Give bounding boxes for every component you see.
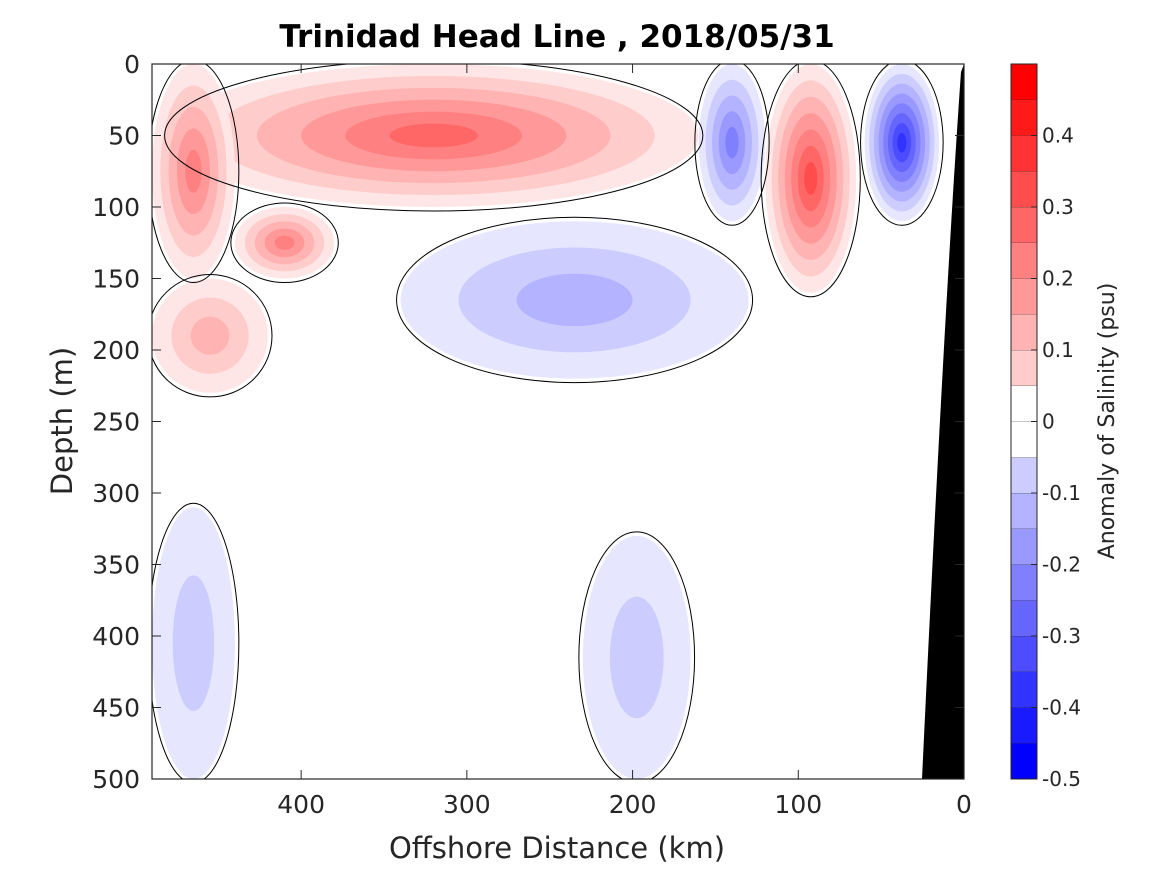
y-tick-label: 150	[92, 265, 140, 294]
zero-contour	[860, 64, 944, 226]
colorbar-band	[1011, 707, 1037, 744]
x-tick-label: 400	[277, 790, 325, 819]
zero-contour	[152, 274, 273, 398]
anomaly-blob-positive	[152, 278, 268, 393]
colorbar-tick-label: 0	[1042, 410, 1055, 434]
colorbar-band	[1011, 671, 1037, 708]
colorbar-band	[1011, 636, 1037, 672]
anomaly-blob-negative	[582, 535, 691, 779]
anomaly-blob-negative	[152, 507, 235, 779]
anomaly-blob-negative	[698, 64, 766, 222]
anomaly-band	[897, 132, 907, 153]
colorbar-band	[1011, 528, 1037, 565]
colorbar-band	[1011, 207, 1037, 243]
colorbar-band	[1011, 135, 1037, 172]
y-axis-label: Depth (m)	[45, 347, 79, 495]
x-tick-label: 200	[609, 790, 657, 819]
y-tick-label: 450	[92, 694, 140, 723]
colorbar-band	[1011, 385, 1037, 422]
colorbar-band	[1011, 242, 1037, 279]
y-tick-label: 500	[92, 765, 140, 794]
colorbar-band	[1011, 64, 1037, 100]
x-axis-ticks: 400 300 200 100 0	[277, 64, 972, 819]
anomaly-band	[172, 575, 215, 712]
colorbar-band	[1011, 421, 1037, 458]
colorbar-band	[1011, 171, 1037, 207]
zero-contour	[694, 64, 770, 226]
anomaly-blob-positive	[765, 64, 857, 293]
x-axis-label: Offshore Distance (km)	[389, 831, 725, 865]
colorbar-band	[1011, 457, 1037, 493]
zero-contour-lines	[152, 64, 944, 779]
bathymetry-shelf	[922, 64, 964, 779]
zero-contour	[152, 502, 240, 779]
colorbar-tick-label: -0.3	[1042, 624, 1081, 648]
anomaly-field	[152, 64, 940, 779]
y-tick-label: 350	[92, 551, 140, 580]
colorbar-band	[1011, 99, 1037, 136]
colorbar-tick-label: 0.3	[1042, 195, 1074, 219]
anomaly-band	[609, 596, 664, 719]
anomaly-blob-positive	[234, 207, 335, 279]
zero-contour	[396, 216, 754, 384]
colorbar-band	[1011, 564, 1037, 601]
zero-contour	[230, 202, 339, 283]
colorbar-tick-label: -0.4	[1042, 696, 1081, 720]
y-tick-label: 50	[108, 122, 140, 151]
y-tick-label: 400	[92, 622, 140, 651]
zero-contour	[152, 64, 240, 283]
colorbar-tick-label: -0.2	[1042, 553, 1081, 577]
colorbar-tick-label: 0.4	[1042, 124, 1074, 148]
y-axis-ticks: 0 50 100 150 200 250 300 350 400 450 500	[92, 50, 964, 794]
colorbar-band	[1011, 350, 1037, 386]
anomaly-blob-negative	[400, 221, 749, 379]
colorbar-tick-label: -0.1	[1042, 481, 1081, 505]
colorbar-tick-label: 0.1	[1042, 338, 1074, 362]
zero-contour	[760, 64, 861, 298]
anomaly-band	[725, 126, 739, 159]
colorbar-tick-label: 0.2	[1042, 267, 1074, 291]
colorbar-label: Anomaly of Salinity (psu)	[1095, 283, 1120, 560]
anomaly-band	[185, 149, 202, 193]
y-tick-label: 250	[92, 408, 140, 437]
chart-title: Trinidad Head Line , 2018/05/31	[279, 19, 834, 55]
anomaly-band	[516, 273, 633, 327]
anomaly-band	[389, 123, 478, 148]
y-tick-label: 0	[124, 50, 140, 79]
zero-contour	[164, 64, 704, 212]
anomaly-band	[804, 162, 818, 195]
anomaly-blob-negative	[864, 64, 940, 222]
colorbar-band	[1011, 493, 1037, 529]
y-tick-label: 300	[92, 479, 140, 508]
colorbar-tick-label: -0.5	[1042, 767, 1081, 791]
anomaly-band	[190, 316, 230, 355]
colorbar-band	[1011, 314, 1037, 350]
colorbar-band	[1011, 600, 1037, 636]
anomaly-blob-positive	[168, 64, 699, 207]
x-tick-label: 100	[774, 790, 822, 819]
colorbar: -0.5 -0.4 -0.3 -0.2 -0.1 0 0.1 0.2 0.3 0.4	[1010, 63, 1081, 791]
zero-contour	[578, 531, 696, 779]
colorbar-band	[1011, 278, 1037, 315]
x-tick-label: 0	[956, 790, 972, 819]
y-tick-label: 200	[92, 336, 140, 365]
y-tick-label: 100	[92, 193, 140, 222]
anomaly-band	[274, 235, 295, 250]
colorbar-band	[1011, 743, 1037, 779]
anomaly-blob-positive	[152, 64, 235, 279]
x-tick-label: 300	[443, 790, 491, 819]
